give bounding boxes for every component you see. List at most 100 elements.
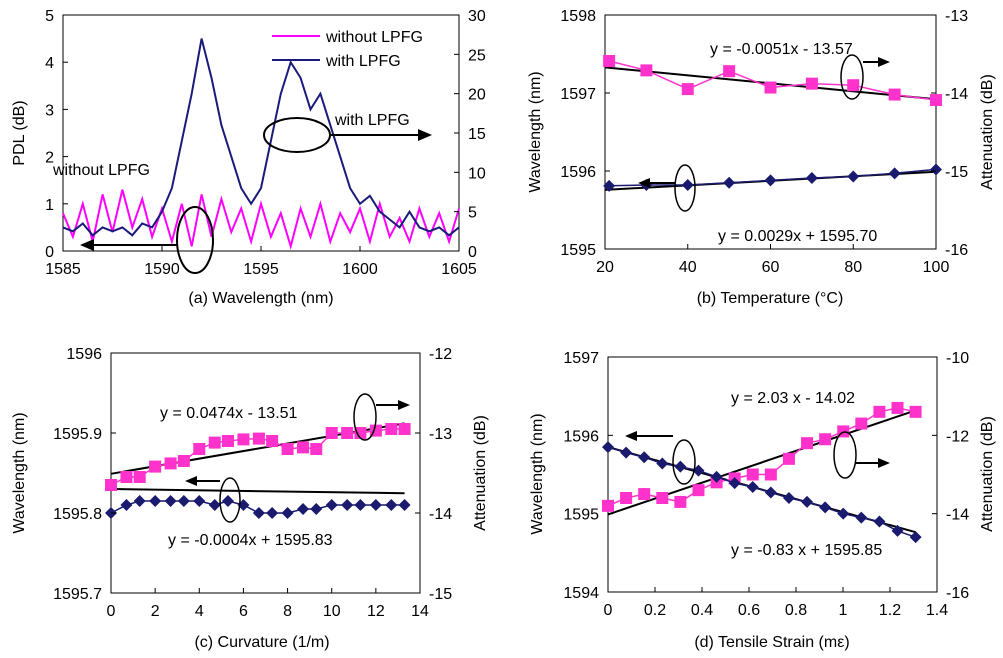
- data-point-square: [149, 460, 162, 473]
- data-point-square: [909, 405, 922, 418]
- series-marks: [105, 422, 411, 519]
- y-tick-label-right: 0: [468, 244, 477, 261]
- series-marks: [602, 401, 922, 544]
- series-marks: [603, 55, 942, 192]
- x-tick-label: 0.8: [785, 602, 807, 619]
- data-point-diamond: [891, 524, 904, 537]
- data-point-diamond: [764, 174, 777, 187]
- fit-equation-wavelength: y = -0.0004x + 1595.83: [168, 532, 333, 549]
- data-point-square: [354, 427, 367, 439]
- annotation-text-with: with LPFG: [334, 112, 410, 129]
- x-tick-label: 1590: [144, 261, 180, 278]
- y-tick-label-right: 10: [468, 165, 486, 182]
- y-tick-label-left: 5: [45, 8, 54, 25]
- data-point-diamond: [281, 507, 294, 519]
- x-tick-label: 40: [679, 259, 697, 276]
- y-tick-label-left: 1595: [563, 507, 599, 524]
- data-point-diamond: [603, 179, 616, 192]
- data-point-square: [692, 484, 705, 497]
- x-axis-label: (a) Wavelength (nm): [188, 290, 333, 307]
- x-axis-label: (c) Curvature (1/m): [194, 634, 329, 651]
- data-point-square: [640, 64, 653, 77]
- annotation-ellipse-attenuation: [353, 393, 377, 441]
- y-tick-label-left: 1596: [560, 164, 596, 181]
- arrowhead-left-icon: [625, 431, 637, 441]
- data-point-diamond: [354, 499, 367, 511]
- data-point-square: [855, 417, 868, 430]
- y-axis-label-right: Attenuation (dB): [979, 416, 996, 532]
- x-tick-label: 1595: [243, 261, 279, 278]
- data-point-square: [237, 433, 250, 446]
- data-point-diamond: [177, 495, 190, 507]
- x-tick-label: 1.2: [879, 602, 901, 619]
- fit-equation-attenuation: y = 2.03 x - 14.02: [731, 390, 855, 407]
- data-point-square: [888, 88, 901, 101]
- y-tick-label-left: 1598: [560, 8, 596, 25]
- fit-equation-wavelength: y = -0.83 x + 1595.85: [731, 542, 882, 559]
- annotation-ellipse-attenuation: [840, 54, 864, 100]
- series-marks: [62, 38, 460, 251]
- data-point-diamond: [149, 495, 162, 507]
- y-tick-label-right: 5: [468, 205, 477, 222]
- data-point-square: [164, 457, 177, 470]
- y-axis-label-left: Wavelength (nm): [11, 412, 28, 533]
- data-point-square: [105, 479, 117, 491]
- fit-equation-attenuation: y = -0.0051x - 13.57: [710, 41, 853, 58]
- y-axis-label-left: PDL (dB): [11, 100, 28, 165]
- y-tick-label-left: 1: [45, 197, 54, 214]
- data-point-square: [603, 55, 616, 68]
- data-point-diamond: [341, 499, 354, 511]
- y-tick-label-right: -14: [945, 86, 968, 103]
- data-point-diamond: [221, 495, 234, 507]
- x-tick-label: 1.4: [926, 602, 948, 619]
- data-point-square: [398, 423, 411, 435]
- y-axis-label-left: Wavelength (nm): [527, 71, 544, 192]
- data-point-diamond: [692, 464, 705, 477]
- data-point-square: [764, 468, 777, 481]
- y-tick-label-left: 1596: [66, 346, 102, 363]
- x-tick-label: 80: [844, 259, 862, 276]
- y-axis-label-right: Attenuation (dB): [979, 74, 996, 190]
- data-point-square: [891, 401, 904, 414]
- data-point-diamond: [297, 503, 310, 515]
- data-point-square: [252, 432, 265, 445]
- data-point-square: [805, 77, 818, 90]
- x-tick-label: 100: [923, 259, 950, 276]
- data-point-square: [656, 492, 669, 504]
- data-point-square: [674, 495, 687, 508]
- x-tick-label: 0: [604, 602, 613, 619]
- y-tick-label-right: 30: [468, 8, 486, 25]
- data-point-diamond: [133, 495, 146, 507]
- data-point-diamond: [888, 167, 901, 180]
- data-point-diamond: [369, 499, 382, 511]
- x-tick-label: 0.6: [738, 602, 760, 619]
- data-point-diamond: [325, 499, 338, 511]
- data-point-square: [325, 427, 338, 439]
- legend-label-without-lpfg: without LPFG: [325, 29, 423, 46]
- y-tick-label-left: 1597: [560, 86, 596, 103]
- arrowhead-left-icon: [80, 239, 94, 251]
- data-point-diamond: [710, 470, 723, 483]
- data-point-diamond: [656, 457, 669, 470]
- data-point-diamond: [819, 501, 832, 514]
- data-point-diamond: [674, 460, 687, 473]
- plot-frame: [607, 356, 938, 593]
- y-tick-label-right: -10: [946, 350, 969, 367]
- fit-line-left: [110, 488, 405, 495]
- y-tick-label-left: 1595: [560, 242, 596, 259]
- plot-frame: [110, 352, 421, 594]
- data-point-square: [297, 441, 310, 454]
- data-point-square: [221, 435, 234, 447]
- data-point-square: [930, 94, 942, 107]
- fit-equation-wavelength: y = 0.0029x + 1595.70: [718, 228, 877, 245]
- arrowhead-right-icon: [398, 400, 410, 410]
- data-point-diamond: [602, 441, 614, 454]
- data-point-square: [782, 452, 795, 465]
- x-tick-label: 1605: [441, 261, 477, 278]
- data-point-square: [133, 471, 146, 483]
- data-point-diamond: [728, 477, 741, 490]
- data-point-square: [764, 81, 777, 94]
- y-tick-label-right: 25: [468, 47, 486, 64]
